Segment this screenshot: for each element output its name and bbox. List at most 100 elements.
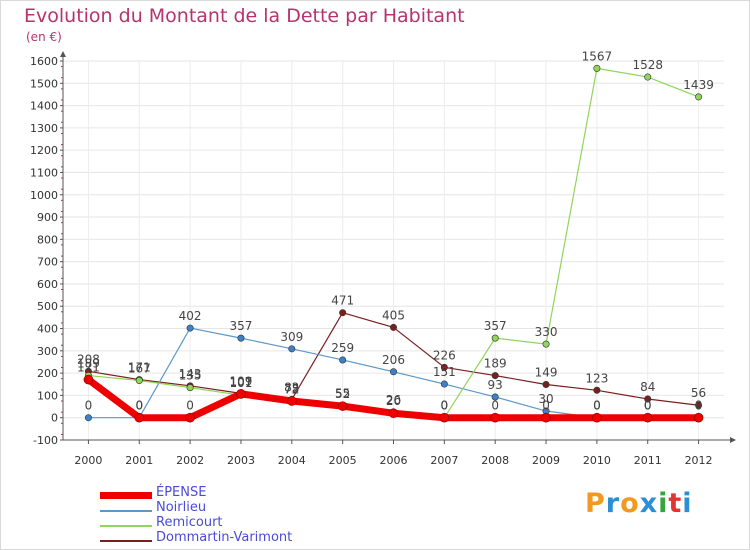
data-point bbox=[135, 376, 143, 384]
data-point bbox=[642, 412, 653, 423]
data-label: 259 bbox=[331, 341, 354, 355]
data-label: 0 bbox=[186, 399, 194, 413]
data-label: 0 bbox=[491, 399, 499, 413]
x-tick-label: 2007 bbox=[430, 454, 458, 467]
data-point bbox=[288, 345, 296, 353]
y-tick-label: 1400 bbox=[30, 100, 58, 113]
data-label: 189 bbox=[77, 357, 100, 371]
data-label: 171 bbox=[128, 361, 151, 375]
x-tick-label: 2000 bbox=[74, 454, 102, 467]
y-tick-label: 300 bbox=[37, 345, 58, 358]
x-tick-label: 2001 bbox=[125, 454, 153, 467]
data-point bbox=[542, 340, 550, 348]
data-point bbox=[593, 64, 601, 72]
data-label: 0 bbox=[644, 399, 652, 413]
legend-swatch bbox=[100, 510, 152, 512]
data-point bbox=[592, 412, 602, 423]
data-point bbox=[491, 393, 499, 401]
data-point bbox=[644, 73, 652, 81]
data-point bbox=[440, 380, 448, 388]
data-label: 135 bbox=[179, 369, 202, 383]
y-tick-label: 1200 bbox=[30, 144, 58, 157]
data-point bbox=[134, 412, 145, 423]
data-label: 20 bbox=[386, 394, 401, 408]
data-point bbox=[339, 356, 347, 364]
data-label: 309 bbox=[280, 330, 303, 344]
data-point bbox=[337, 401, 348, 411]
data-point bbox=[83, 374, 94, 385]
y-tick-label: 1600 bbox=[30, 55, 58, 68]
data-point bbox=[695, 401, 703, 409]
legend-swatch bbox=[100, 525, 152, 527]
data-label: 84 bbox=[640, 380, 655, 394]
data-label: 357 bbox=[230, 319, 253, 333]
data-label: 26 bbox=[386, 393, 401, 407]
data-point bbox=[186, 384, 194, 392]
data-label: 0 bbox=[542, 399, 550, 413]
x-tick-label: 2011 bbox=[634, 454, 662, 467]
data-label: 0 bbox=[695, 399, 703, 413]
y-tick-label: 800 bbox=[37, 233, 58, 246]
x-tick-label: 2003 bbox=[227, 454, 255, 467]
x-tick-label: 2008 bbox=[481, 454, 509, 467]
data-label: 30 bbox=[538, 392, 553, 406]
y-tick-label: 600 bbox=[37, 278, 58, 291]
data-point bbox=[542, 380, 550, 388]
data-label: 0 bbox=[135, 399, 143, 413]
data-point bbox=[440, 363, 448, 371]
data-point bbox=[186, 324, 194, 332]
y-tick-label: 0 bbox=[51, 412, 58, 425]
x-tick-label: 2004 bbox=[278, 454, 306, 467]
data-point bbox=[389, 323, 397, 331]
data-label: 143 bbox=[179, 367, 202, 381]
data-label: 357 bbox=[484, 319, 507, 333]
data-point bbox=[644, 395, 652, 403]
data-label: 56 bbox=[691, 386, 706, 400]
y-tick-label: 1300 bbox=[30, 122, 58, 135]
data-label: 167 bbox=[128, 361, 151, 375]
x-tick-label: 2005 bbox=[329, 454, 357, 467]
data-point bbox=[439, 412, 450, 423]
y-tick-label: 1500 bbox=[30, 77, 58, 90]
data-label: 206 bbox=[382, 353, 405, 367]
data-label: 1439 bbox=[683, 78, 714, 92]
data-point bbox=[541, 412, 551, 423]
data-label: 149 bbox=[535, 365, 558, 379]
x-axis-arrow bbox=[730, 437, 736, 443]
x-tick-label: 2009 bbox=[532, 454, 560, 467]
data-label: 55 bbox=[335, 386, 350, 400]
legend-label: ÉPENSE bbox=[156, 485, 207, 500]
x-tick-label: 2002 bbox=[176, 454, 204, 467]
y-tick-label: 200 bbox=[37, 367, 58, 380]
y-tick-label: -100 bbox=[33, 434, 58, 447]
data-label: 0 bbox=[695, 399, 703, 413]
x-tick-label: 2012 bbox=[685, 454, 713, 467]
data-label: 0 bbox=[593, 399, 601, 413]
y-tick-label: 100 bbox=[37, 389, 58, 402]
data-point bbox=[185, 412, 195, 423]
data-label: 151 bbox=[433, 365, 456, 379]
data-label: 471 bbox=[331, 294, 354, 308]
data-point bbox=[491, 334, 499, 342]
data-label: 0 bbox=[644, 399, 652, 413]
legend-label: Dommartin-Varimont bbox=[156, 530, 293, 545]
legend-swatch bbox=[100, 492, 152, 499]
chart-unit: (en €) bbox=[26, 30, 62, 44]
data-point bbox=[693, 412, 704, 423]
y-tick-label: 900 bbox=[37, 211, 58, 224]
data-label: 123 bbox=[585, 371, 608, 385]
data-point bbox=[339, 309, 347, 317]
data-label: 1528 bbox=[632, 58, 663, 72]
data-label: 52 bbox=[335, 387, 350, 401]
y-axis-arrow bbox=[60, 51, 66, 57]
data-label: 226 bbox=[433, 348, 456, 362]
data-label: 208 bbox=[77, 352, 100, 366]
data-point bbox=[287, 396, 297, 406]
legend-swatch bbox=[100, 540, 152, 542]
data-point bbox=[491, 372, 499, 380]
data-point bbox=[389, 368, 397, 376]
y-tick-label: 500 bbox=[37, 300, 58, 313]
data-label: 0 bbox=[85, 399, 93, 413]
data-label: 0 bbox=[441, 399, 449, 413]
